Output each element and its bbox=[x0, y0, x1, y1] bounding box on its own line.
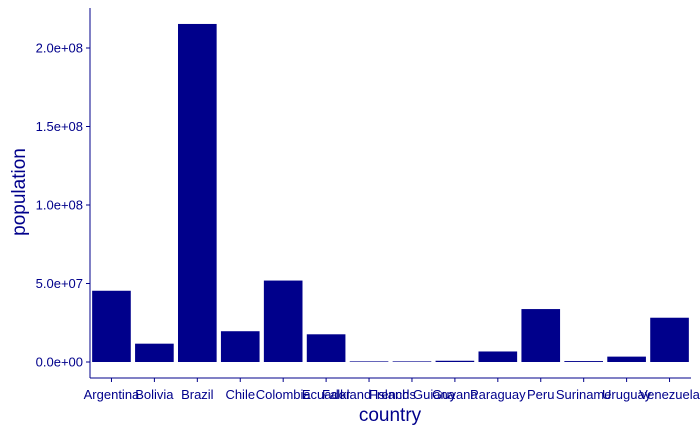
x-tick-label: Chile bbox=[225, 387, 255, 402]
x-tick-label: Paraguay bbox=[470, 387, 526, 402]
bar-venezuela bbox=[650, 317, 689, 362]
bar-ecuador bbox=[306, 334, 346, 362]
x-tick-label: Bolivia bbox=[135, 387, 174, 402]
bar-chile bbox=[220, 331, 260, 362]
x-tick-label: Uruguay bbox=[602, 387, 652, 402]
y-tick-label: 2.0e+08 bbox=[36, 41, 83, 56]
x-tick-label: Ecuador bbox=[302, 387, 351, 402]
y-axis-title: population bbox=[9, 148, 30, 236]
y-tick-label: 5.0e+07 bbox=[36, 276, 83, 291]
y-tick-label: 1.5e+08 bbox=[36, 119, 83, 134]
y-axis-ticks: 0.0e+00 5.0e+07 1.0e+08 1.5e+08 2.0e+08 bbox=[36, 41, 90, 370]
x-tick-label: Suriname bbox=[556, 387, 612, 402]
bar-uruguay bbox=[607, 356, 646, 362]
x-tick-label: Colombia bbox=[256, 387, 312, 402]
bar-suriname bbox=[564, 361, 603, 362]
y-tick-label: 1.0e+08 bbox=[36, 198, 83, 213]
bar-bolivia bbox=[135, 343, 174, 362]
bars-layer bbox=[92, 23, 689, 363]
x-tick-label: Argentina bbox=[84, 387, 140, 402]
x-tick-label: Venezuela bbox=[639, 387, 700, 402]
x-tick-label: Guyana bbox=[432, 387, 478, 402]
x-tick-label: Peru bbox=[527, 387, 554, 402]
y-tick-label: 0.0e+00 bbox=[36, 355, 83, 370]
x-axis-title: country bbox=[359, 405, 422, 426]
bar-paraguay bbox=[478, 351, 518, 362]
x-tick-label: French Guiana bbox=[369, 387, 456, 402]
bar-brazil bbox=[178, 23, 217, 363]
bar-colombia bbox=[263, 280, 303, 362]
x-tick-label: Brazil bbox=[181, 387, 214, 402]
bar-peru bbox=[521, 309, 561, 362]
bar-argentina bbox=[92, 290, 131, 362]
bar-french-guiana bbox=[392, 361, 432, 362]
bar-guyana bbox=[435, 360, 475, 362]
bar-falkland-islands bbox=[349, 361, 389, 362]
x-tick-label: Falkland Islands bbox=[322, 387, 416, 402]
